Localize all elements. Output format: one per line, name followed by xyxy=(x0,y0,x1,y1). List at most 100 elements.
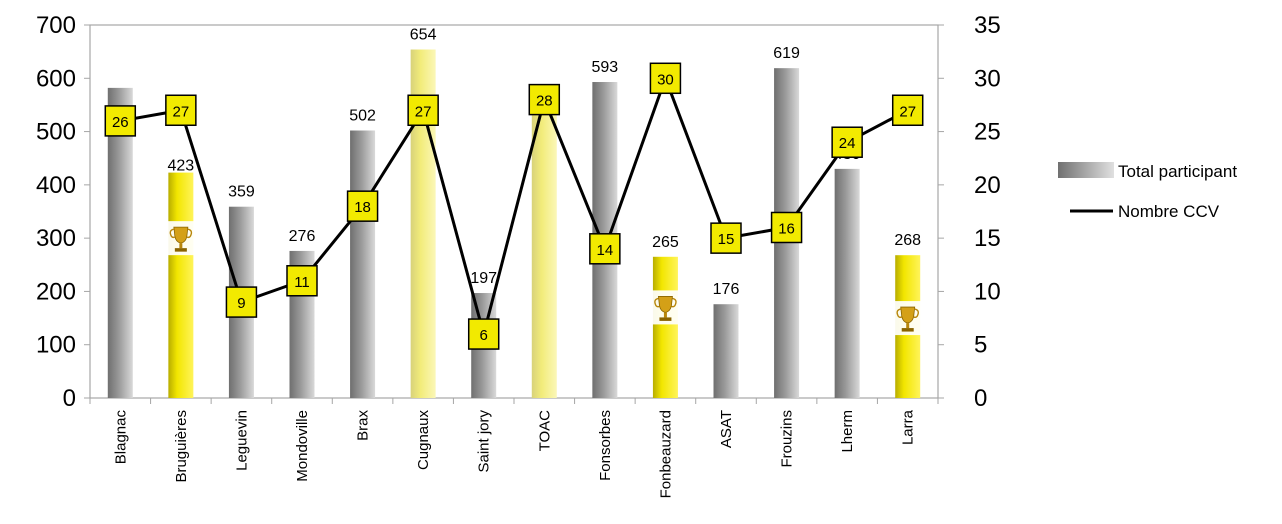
line-marker xyxy=(589,233,621,265)
bar xyxy=(713,304,739,398)
legend: Total participant Nombre CCV xyxy=(1058,162,1237,221)
bar xyxy=(531,112,557,398)
left-tick-label: 0 xyxy=(63,385,76,412)
category-label: Mondoville xyxy=(294,410,311,482)
marker-value-label: 6 xyxy=(480,327,488,344)
trophy-handle-left xyxy=(654,297,660,308)
line-marker xyxy=(346,190,379,222)
marker-value-label: 24 xyxy=(839,135,856,152)
category-label: Fonsorbes xyxy=(597,410,614,481)
trophy-cup xyxy=(900,306,916,324)
line-marker xyxy=(165,94,197,127)
marker-value-label: 18 xyxy=(354,199,371,216)
trophy-handle-right xyxy=(913,308,919,319)
trophy-stem xyxy=(179,243,183,249)
right-tick-label: 25 xyxy=(974,119,1001,146)
marker-value-label: 16 xyxy=(778,220,795,237)
category-label: Blagnac xyxy=(112,410,129,465)
trophy-base xyxy=(174,248,187,252)
right-tick-label: 0 xyxy=(974,385,987,412)
line-marker xyxy=(104,105,137,137)
category-label: Fonbeauzard xyxy=(657,410,674,498)
left-tick-label: 500 xyxy=(36,119,76,146)
trophy-handle-right xyxy=(186,228,193,239)
bar xyxy=(107,87,133,399)
category-label: Bruguières xyxy=(173,410,190,483)
trophy-base xyxy=(659,317,672,321)
marker-value-label: 14 xyxy=(597,242,614,259)
bar-value-label: 276 xyxy=(289,228,316,245)
line-marker xyxy=(286,265,318,297)
legend-label-line: Nombre CCV xyxy=(1118,202,1220,221)
legend-swatch-bar xyxy=(1058,162,1114,178)
bar xyxy=(350,130,376,398)
bar-value-label: 619 xyxy=(773,45,800,62)
bar xyxy=(652,256,678,398)
marker-value-label: 28 xyxy=(536,93,553,110)
bar-value-label: 593 xyxy=(592,59,619,76)
category-label: Cugnaux xyxy=(415,410,432,471)
trophy-handle-left xyxy=(896,308,902,319)
line-marker xyxy=(770,211,803,244)
trophy-icon xyxy=(166,221,195,256)
category-label: ASAT xyxy=(718,410,735,448)
x-axis: Blagnac Bruguières Leguevin Mondoville Brax C… xyxy=(89,398,939,498)
left-tick-label: 600 xyxy=(36,65,76,92)
bar-value-label: 265 xyxy=(652,234,679,251)
trophy-cup xyxy=(657,296,673,313)
line-marker xyxy=(467,318,500,350)
right-tick-label: 20 xyxy=(974,172,1001,199)
bar-value-label: 197 xyxy=(470,270,497,287)
category-label: Lherm xyxy=(839,410,856,453)
right-tick-label: 10 xyxy=(974,278,1001,305)
trophy-icon xyxy=(651,290,680,325)
marker-value-label: 27 xyxy=(415,103,432,120)
bar-value-label: 654 xyxy=(410,27,437,44)
line-marker xyxy=(831,126,863,158)
line-marker xyxy=(710,222,742,254)
trophy-stem xyxy=(663,312,667,318)
trophy-handle-left xyxy=(169,228,176,239)
left-tick-label: 400 xyxy=(36,172,76,199)
trophy-handle-right xyxy=(671,297,677,308)
category-label: Saint jory xyxy=(476,410,493,473)
category-label: TOAC xyxy=(536,410,553,452)
category-label: Brax xyxy=(355,410,372,441)
left-tick-label: 200 xyxy=(36,278,76,305)
trophy-stem xyxy=(906,323,910,329)
bar-value-label: 423 xyxy=(168,158,195,175)
marker-value-label: 11 xyxy=(294,274,310,291)
left-tick-label: 300 xyxy=(36,225,76,252)
bar xyxy=(834,168,860,398)
legend-label-bar: Total participant xyxy=(1118,162,1237,181)
right-tick-label: 30 xyxy=(974,65,1001,92)
trophy-base xyxy=(901,328,914,332)
bar xyxy=(168,172,194,398)
right-tick-label: 35 xyxy=(974,12,1001,39)
left-tick-label: 700 xyxy=(36,12,76,39)
line-marker xyxy=(407,94,439,127)
line-marker xyxy=(225,286,258,318)
marker-value-label: 26 xyxy=(112,114,129,131)
line-marker xyxy=(528,83,561,116)
bar-value-label: 502 xyxy=(349,108,376,125)
marker-value-label: 30 xyxy=(657,71,674,88)
marker-value-label: 27 xyxy=(899,103,916,120)
marker-value-label: 9 xyxy=(237,295,245,312)
left-tick-label: 100 xyxy=(36,332,76,359)
trophy-icon xyxy=(893,301,922,336)
marker-value-label: 27 xyxy=(173,103,190,120)
line-marker xyxy=(649,62,682,95)
category-label: Leguevin xyxy=(233,410,250,471)
trophy-icons xyxy=(166,221,922,336)
category-label: Frouzins xyxy=(779,410,796,468)
line-marker xyxy=(891,94,924,127)
left-axis: 0 100 200 300 400 500 600 700 xyxy=(36,12,90,412)
bar-value-label: 176 xyxy=(713,281,740,298)
marker-value-label: 15 xyxy=(718,231,735,248)
category-label: Larra xyxy=(900,409,917,445)
trophy-cup xyxy=(173,226,189,244)
